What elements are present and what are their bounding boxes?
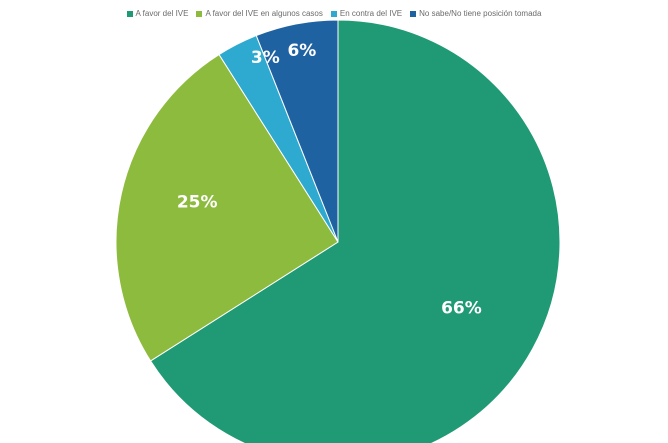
legend-item-a-favor-algunos-casos: A favor del IVE en algunos casos — [196, 9, 323, 18]
data-label-a-favor-algunos-casos: 25% — [177, 193, 218, 213]
pie-slice-a-favor — [149, 19, 561, 443]
chart-legend: A favor del IVE A favor del IVE en algun… — [0, 9, 668, 18]
legend-label-en-contra: En contra del IVE — [339, 9, 403, 18]
legend-swatch-no-sabe — [410, 10, 417, 17]
legend-swatch-en-contra — [330, 10, 337, 17]
legend-item-en-contra: En contra del IVE — [330, 9, 403, 18]
legend-swatch-a-favor — [126, 10, 133, 17]
pie-slice-no-sabe — [255, 19, 339, 243]
legend-swatch-a-favor-algunos-casos — [196, 10, 203, 17]
pie-slice-a-favor-algunos-casos — [115, 53, 339, 362]
legend-label-a-favor: A favor del IVE — [135, 9, 189, 18]
data-label-en-contra: 3% — [251, 48, 280, 68]
data-label-a-favor: 66% — [441, 299, 482, 319]
legend-item-no-sabe: No sabe/No tiene posición tomada — [410, 9, 541, 18]
data-label-no-sabe: 6% — [287, 41, 316, 61]
legend-label-a-favor-algunos-casos: A favor del IVE en algunos casos — [205, 9, 323, 18]
legend-item-a-favor: A favor del IVE — [126, 9, 189, 18]
legend-label-no-sabe: No sabe/No tiene posición tomada — [419, 9, 542, 18]
